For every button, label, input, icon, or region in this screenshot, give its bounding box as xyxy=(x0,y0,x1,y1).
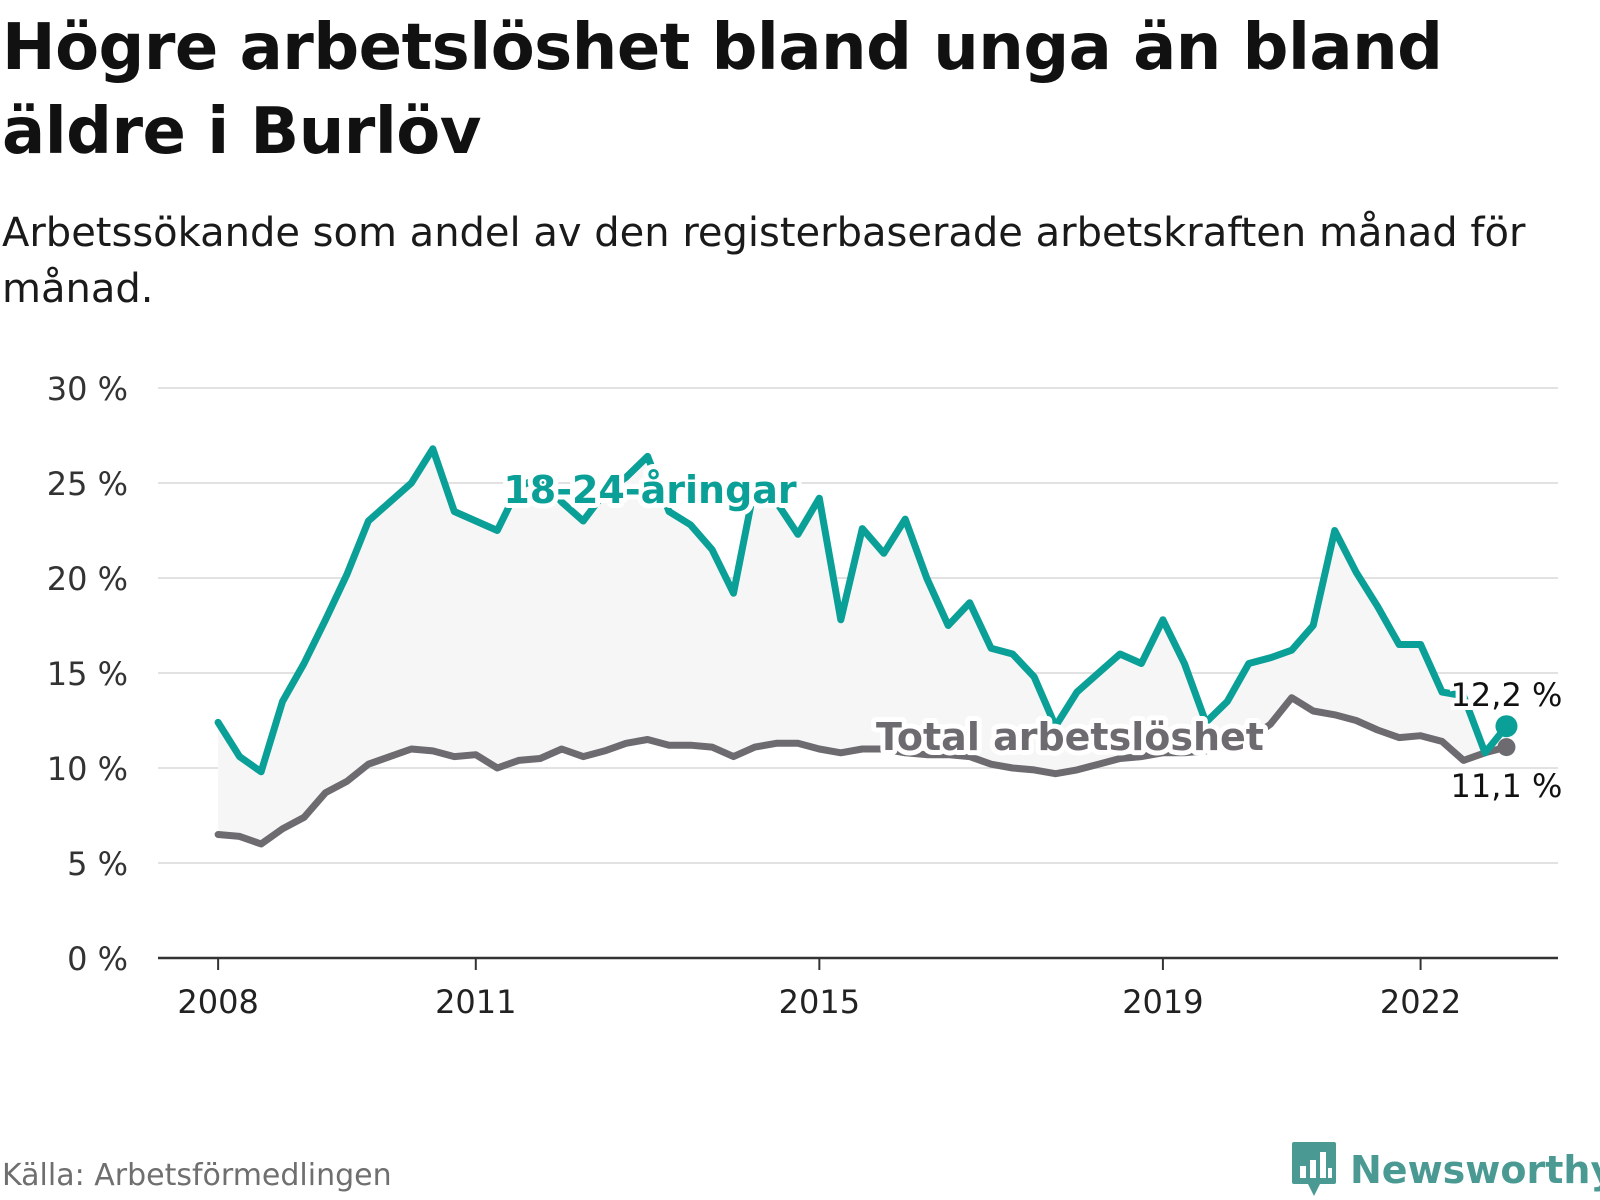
x-tick-label: 2019 xyxy=(1122,983,1203,1021)
youth-end-dot xyxy=(1495,715,1518,738)
newsworthy-logo-icon xyxy=(1292,1142,1336,1196)
y-tick-label: 0 % xyxy=(67,940,128,978)
chart-subtitle: Arbetssökande som andel av den registerb… xyxy=(2,210,1526,312)
x-tick-label: 2022 xyxy=(1380,983,1461,1021)
youth-series-label: 18-24-åringar xyxy=(503,468,797,512)
y-axis-ticks: 0 % 5 % 10 % 15 % 20 % 25 % 30 % xyxy=(47,370,128,978)
x-tick-label: 2008 xyxy=(177,983,258,1021)
total-series-label: Total arbetslöshet xyxy=(876,715,1264,759)
total-end-value-label: 11,1 % xyxy=(1451,767,1563,805)
y-tick-label: 20 % xyxy=(47,560,128,598)
y-tick-label: 15 % xyxy=(47,655,128,693)
total-end-dot xyxy=(1497,738,1516,757)
chart-title: Högre arbetslöshet bland unga än bland ä… xyxy=(2,11,1443,169)
source-note: Källa: Arbetsförmedlingen xyxy=(2,1158,392,1193)
youth-unemployment-line xyxy=(214,445,1510,776)
y-tick-label: 5 % xyxy=(67,845,128,883)
brand-logo[interactable]: Newsworthy xyxy=(1290,1140,1600,1200)
y-tick-label: 10 % xyxy=(47,750,128,788)
brand-name: Newsworthy xyxy=(1350,1148,1600,1192)
x-tick-label: 2011 xyxy=(435,983,516,1021)
y-tick-label: 25 % xyxy=(47,465,128,503)
line-chart: 0 %5 %10 %15 %20 %25 %30 % 2008 2011 2015 2… xyxy=(47,370,1567,1021)
total-unemployment-line xyxy=(214,694,1510,848)
x-axis-ticks: 2008 2011 2015 2019 2022 xyxy=(177,958,1461,1021)
x-tick-label: 2015 xyxy=(779,983,860,1021)
area-between-series xyxy=(218,448,1507,844)
youth-end-value-label: 12,2 % xyxy=(1451,676,1563,714)
y-tick-label: 30 % xyxy=(47,370,128,408)
